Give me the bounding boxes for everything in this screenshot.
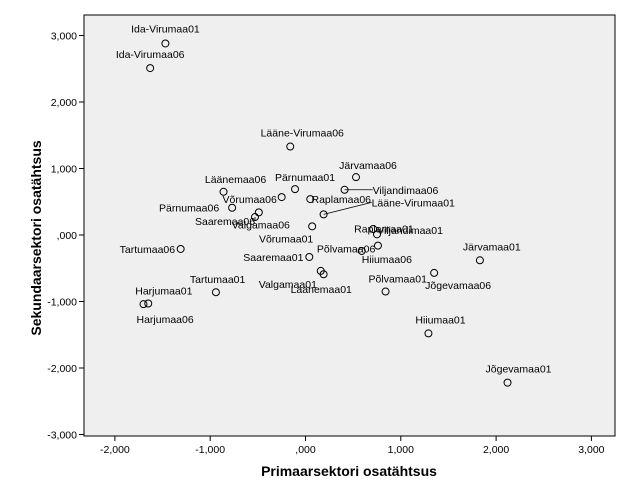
y-axis-ticks: -3,000 -2,000 -1,000 ,000 1,000 2,000 3,000 [47,31,84,442]
point-labels: Ida-Virumaa01 Ida-Virumaa06 Lääne-Virumaa0… [116,23,552,375]
data-point [291,185,300,194]
data-point [176,244,185,253]
point-label: Põlvamaa06 [317,244,376,256]
point-label: Hiiumaa01 [415,314,465,326]
data-point [250,213,259,222]
data-point [139,300,148,309]
data-point [219,187,228,196]
data-points [139,39,512,387]
data-point [228,203,237,212]
data-point [306,195,315,204]
data-point [424,329,433,338]
point-label: Pärnumaa01 [275,172,335,184]
x-tick-label: 3,000 [578,444,604,456]
data-point [161,39,170,48]
y-tick-label: 3,000 [51,31,77,43]
point-label: Ida-Virumaa06 [116,49,185,61]
point-label: Ida-Virumaa01 [131,23,200,35]
y-axis-title: Sekundaarsektori osatähtsus [28,140,44,336]
leader-line [323,201,372,215]
point-label: Lääne-Virumaa01 [372,197,455,209]
point-label: Jõgevamaa06 [425,280,491,292]
data-point [319,210,328,219]
point-label: Valgamaa06 [232,219,290,231]
plot-area [83,14,616,437]
point-label: Järvamaa06 [339,160,397,172]
data-point [286,142,295,151]
x-axis-title: Primaarsektori osatähtsus [261,463,437,479]
point-label: Võrumaa01 [259,233,313,245]
data-point [373,241,382,250]
x-tick-label: ,000 [295,444,316,456]
x-tick-label: -2,000 [100,444,130,456]
point-label: Põlvamaa01 [369,274,428,286]
data-point [308,222,317,231]
point-label: Läänemaa01 [291,284,352,296]
data-point [340,185,349,194]
data-point [475,256,484,265]
data-point [372,230,381,239]
y-tick-label: -2,000 [47,363,77,375]
data-point [381,287,390,296]
point-label: Tartumaa01 [190,274,246,286]
point-label: Läänemaa06 [205,174,266,186]
data-point [352,173,361,182]
point-label: Jõgevamaa01 [486,364,552,376]
point-label: Hiiumaa06 [362,254,412,266]
point-label: Raplamaa06 [311,194,371,206]
point-label: Raplamaa01 [354,223,414,235]
point-label: Tartumaa06 [120,244,176,256]
data-point [357,246,366,255]
x-tick-label: 2,000 [483,444,509,456]
point-label: Pärnumaa06 [159,203,219,215]
data-point [305,252,314,261]
x-tick-label: -1,000 [195,444,225,456]
y-tick-label: 1,000 [51,164,77,176]
point-label: Harjumaa01 [135,285,192,297]
y-tick-label: 2,000 [51,97,77,109]
point-label: Viljandimaa01 [377,225,443,237]
point-label: Harjumaa06 [136,314,193,326]
data-point [144,299,153,308]
point-label: Valgamaa01 [259,279,317,291]
data-point [369,225,378,234]
data-point [319,270,328,279]
point-label: Viljandimaa06 [373,185,439,197]
x-tick-label: 1,000 [388,444,414,456]
y-tick-label: -1,000 [47,297,77,309]
point-label: Võrumaa06 [223,194,277,206]
data-point [277,193,286,202]
data-point [211,288,220,297]
point-label: Lääne-Virumaa06 [261,128,344,140]
data-point [146,64,155,73]
point-label: Saaremaa01 [243,252,303,264]
x-axis-ticks: -2,000 -1,000 ,000 1,000 2,000 3,000 [100,436,605,456]
y-tick-label: ,000 [57,230,78,242]
data-point [503,378,512,387]
point-label: Saaremaa06 [195,216,255,228]
point-label: Järvamaa01 [463,241,521,253]
y-tick-label: -3,000 [47,430,77,442]
data-point [430,268,439,277]
